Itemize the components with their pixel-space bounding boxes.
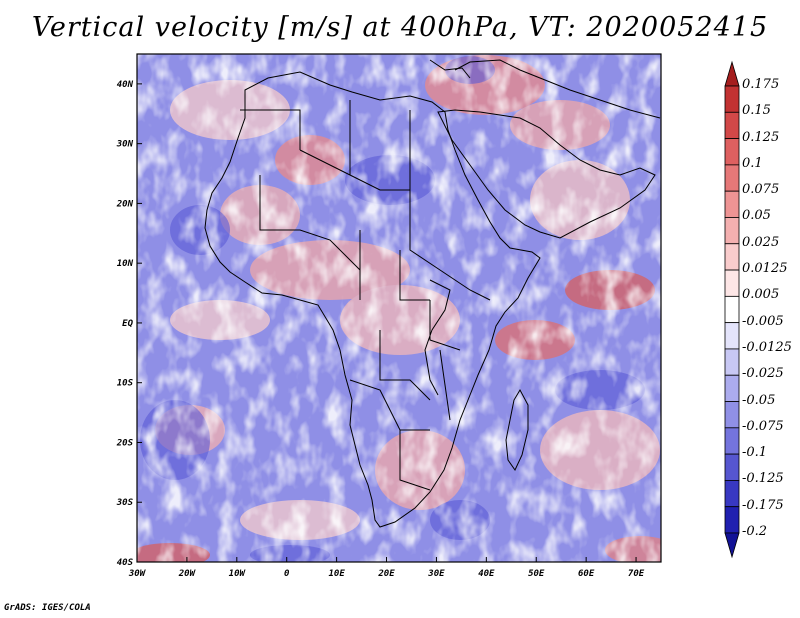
colorbar-segment bbox=[724, 190, 740, 218]
lat-tick-label: 30S bbox=[116, 498, 134, 508]
chart-title: Vertical velocity [m/s] at 400hPa, VT: 2… bbox=[31, 12, 769, 43]
colorbar-label: -0.025 bbox=[742, 366, 784, 382]
lat-tick-label: 40S bbox=[117, 558, 134, 568]
colorbar-label: 0.005 bbox=[742, 287, 780, 303]
lon-tick-label: 20W bbox=[178, 569, 197, 579]
colorbar-segment bbox=[724, 506, 740, 534]
colorbar-segment bbox=[724, 401, 740, 429]
colorbar-segment bbox=[724, 111, 740, 139]
lat-tick-label: 10S bbox=[117, 379, 134, 389]
colorbar-segment bbox=[724, 348, 740, 376]
colorbar-label: -0.075 bbox=[742, 418, 784, 434]
lon-tick-label: 0 bbox=[284, 569, 290, 579]
lon-tick-label: 40E bbox=[478, 569, 495, 579]
lat-tick-label: 30N bbox=[116, 140, 134, 150]
colorbar-label: -0.175 bbox=[742, 497, 784, 513]
colorbar-label: -0.1 bbox=[742, 445, 768, 461]
colorbar-label: -0.005 bbox=[742, 313, 784, 329]
velocity-field bbox=[137, 54, 661, 562]
colorbar-label: 0.025 bbox=[742, 234, 780, 250]
colorbar-label: 0.15 bbox=[742, 103, 771, 119]
lon-tick-label: 50E bbox=[528, 569, 545, 579]
colorbar-label: 0.175 bbox=[742, 77, 780, 92]
colorbar-segment bbox=[724, 85, 740, 113]
colorbar-segment bbox=[724, 138, 740, 166]
colorbar-label: -0.05 bbox=[742, 392, 776, 408]
colorbar-segment bbox=[724, 374, 740, 402]
coastlines bbox=[204, 59, 661, 528]
colorbar-label: -0.2 bbox=[742, 524, 768, 539]
lat-tick-label: EQ bbox=[122, 319, 133, 329]
colorbar-segment bbox=[724, 427, 740, 455]
colorbar-segment bbox=[724, 322, 740, 350]
lon-tick-label: 10W bbox=[229, 569, 247, 579]
colorbar-label: 0.0125 bbox=[742, 261, 788, 277]
lon-tick-label: 70E bbox=[628, 569, 645, 579]
colorbar-segment bbox=[724, 164, 740, 192]
colorbar-label: 0.05 bbox=[742, 208, 771, 224]
lon-tick-label: 30W bbox=[128, 569, 147, 579]
lon-tick-label: 30E bbox=[427, 569, 445, 579]
colorbar-segment bbox=[724, 480, 740, 508]
colorbar bbox=[724, 60, 740, 559]
colorbar-segment bbox=[724, 269, 740, 297]
lon-tick-label: 60E bbox=[578, 569, 595, 579]
colorbar-label: -0.125 bbox=[742, 471, 784, 487]
colorbar-label: -0.0125 bbox=[742, 339, 792, 355]
lat-tick-label: 20S bbox=[116, 438, 134, 448]
colorbar-segment bbox=[724, 295, 740, 324]
lon-tick-label: 20E bbox=[377, 569, 395, 579]
grads-credit: GrADS: IGES/COLA bbox=[4, 603, 91, 613]
colorbar-label: 0.1 bbox=[742, 155, 763, 171]
colorbar-label: 0.075 bbox=[742, 182, 780, 198]
colorbar-segment bbox=[724, 217, 740, 245]
lon-tick-label: 10E bbox=[328, 569, 345, 579]
lat-tick-label: 20N bbox=[116, 199, 134, 209]
colorbar-segment bbox=[724, 243, 740, 271]
lat-tick-label: 10N bbox=[117, 259, 134, 269]
colorbar-label: 0.125 bbox=[742, 129, 780, 145]
colorbar-segment bbox=[724, 60, 740, 87]
colorbar-segment bbox=[724, 453, 740, 481]
lat-tick-label: 40N bbox=[117, 80, 134, 90]
map-frame bbox=[136, 53, 662, 563]
colorbar-segment bbox=[724, 532, 740, 559]
